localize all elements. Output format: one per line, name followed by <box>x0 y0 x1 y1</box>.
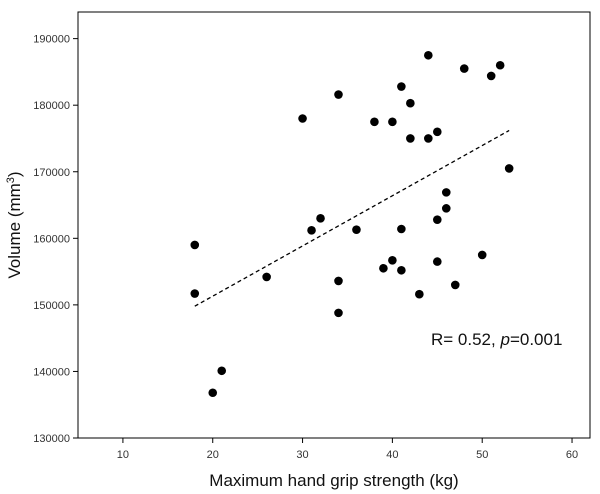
data-points <box>190 50 514 398</box>
x-tick-label: 20 <box>207 449 219 461</box>
y-tick-label: 190000 <box>33 34 70 46</box>
data-point <box>208 388 218 398</box>
data-point <box>217 366 227 376</box>
y-axis-ticks: 130000 140000 150000 160000 170000 180000 1900… <box>33 34 78 445</box>
data-point <box>307 226 316 235</box>
data-point <box>397 224 406 234</box>
data-point <box>441 204 451 213</box>
x-tick-label: 40 <box>386 449 398 461</box>
data-point <box>298 114 307 123</box>
data-point <box>406 134 415 143</box>
data-point <box>406 98 415 108</box>
data-point <box>370 117 379 127</box>
annotation-p-symbol: p <box>499 330 509 349</box>
data-point <box>388 117 397 127</box>
data-point <box>388 255 397 265</box>
data-point <box>397 82 406 91</box>
data-point <box>316 214 325 223</box>
data-point <box>334 276 343 286</box>
annotation-p-value: =0.001 <box>510 330 562 349</box>
x-axis-ticks: 10 20 30 40 50 60 <box>117 438 578 461</box>
data-point <box>486 71 496 81</box>
plot-frame <box>77 11 591 439</box>
y-tick-label: 150000 <box>33 300 70 312</box>
data-point <box>432 215 442 224</box>
y-tick-label: 170000 <box>33 167 70 179</box>
plot-area <box>77 11 591 439</box>
y-axis-title-main: Volume (mm <box>5 183 24 278</box>
y-tick-label: 160000 <box>33 233 70 245</box>
data-point <box>495 60 505 70</box>
x-tick-label: 10 <box>117 449 129 461</box>
data-point <box>190 289 200 298</box>
data-point <box>334 308 343 318</box>
x-tick-label: 60 <box>566 449 578 461</box>
y-tick-label: 130000 <box>33 433 70 445</box>
data-point <box>379 263 388 273</box>
y-tick-label: 180000 <box>33 100 70 112</box>
data-point <box>334 90 343 99</box>
y-axis-title-close: ) <box>5 171 24 177</box>
correlation-annotation: R= 0.52, p=0.001 <box>431 330 562 349</box>
annotation-r-value: R= 0.52, <box>431 330 500 349</box>
data-point <box>432 127 442 137</box>
data-point <box>459 64 469 73</box>
regression-fit-line <box>194 129 510 307</box>
data-point <box>190 240 200 250</box>
x-tick-label: 50 <box>476 449 488 461</box>
data-point <box>432 257 442 266</box>
data-point <box>262 272 271 282</box>
data-point <box>441 188 451 197</box>
data-point <box>450 280 460 290</box>
x-tick-label: 30 <box>296 449 308 461</box>
y-axis-title: Volume (mm3) <box>5 171 24 278</box>
data-point <box>424 134 433 143</box>
y-axis-title-superscript: 3 <box>5 177 17 183</box>
data-point <box>424 50 433 60</box>
data-point <box>477 250 487 260</box>
y-tick-label: 140000 <box>33 366 70 378</box>
data-point <box>352 225 361 234</box>
data-point <box>504 164 514 173</box>
data-point <box>397 265 406 275</box>
data-point <box>415 289 424 299</box>
x-axis-title: Maximum hand grip strength (kg) <box>209 471 458 490</box>
